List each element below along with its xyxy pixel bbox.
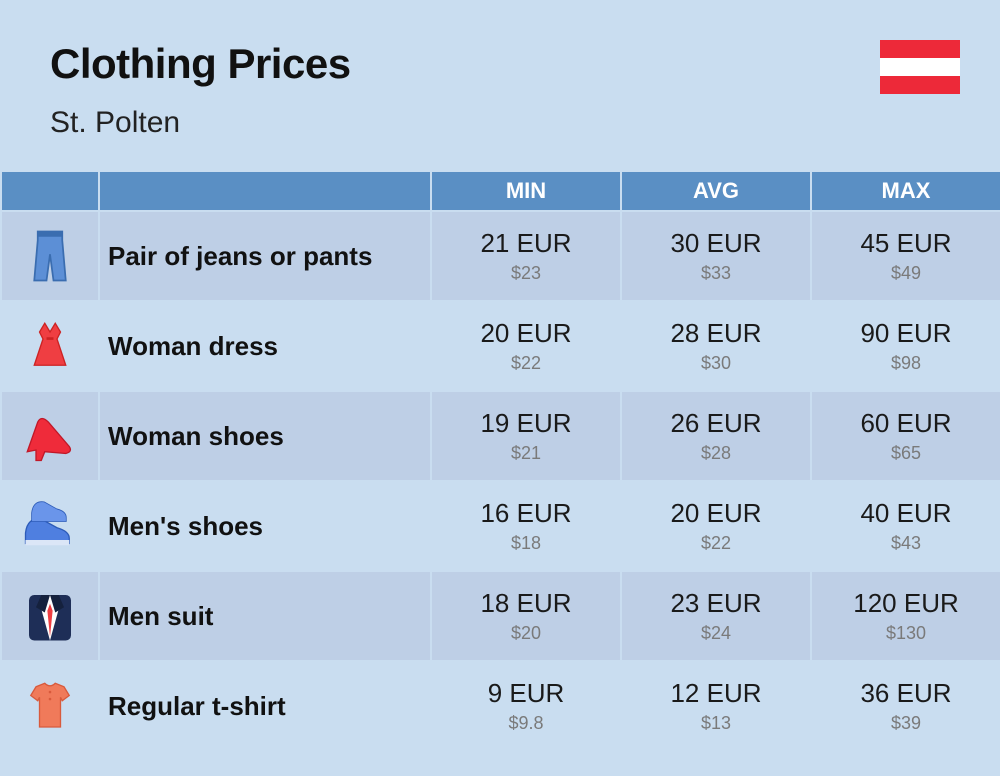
price-max: 45 EUR $49 — [811, 211, 1000, 301]
dress-icon — [1, 301, 99, 391]
price-avg-usd: $30 — [622, 353, 810, 374]
price-max: 36 EUR $39 — [811, 661, 1000, 751]
price-min-eur: 18 EUR — [432, 588, 620, 619]
price-max-usd: $49 — [812, 263, 1000, 284]
price-avg-eur: 28 EUR — [622, 318, 810, 349]
price-max-usd: $130 — [812, 623, 1000, 644]
table-row: Regular t-shirt9 EUR $9.812 EUR $1336 EUR $… — [1, 661, 1000, 751]
price-min: 18 EUR $20 — [431, 571, 621, 661]
price-max: 90 EUR $98 — [811, 301, 1000, 391]
item-name: Woman shoes — [99, 391, 431, 481]
price-min-usd: $22 — [432, 353, 620, 374]
price-min-eur: 20 EUR — [432, 318, 620, 349]
table-row: Pair of jeans or pants21 EUR $2330 EUR $33… — [1, 211, 1000, 301]
price-max-eur: 60 EUR — [812, 408, 1000, 439]
item-name: Men's shoes — [99, 481, 431, 571]
flag-stripe-bot — [880, 76, 960, 94]
price-min-eur: 19 EUR — [432, 408, 620, 439]
price-avg: 28 EUR $30 — [621, 301, 811, 391]
price-max: 40 EUR $43 — [811, 481, 1000, 571]
price-avg-usd: $13 — [622, 713, 810, 734]
price-max-eur: 120 EUR — [812, 588, 1000, 619]
col-header-min: MIN — [431, 171, 621, 211]
price-max: 60 EUR $65 — [811, 391, 1000, 481]
price-min-usd: $21 — [432, 443, 620, 464]
price-avg: 12 EUR $13 — [621, 661, 811, 751]
price-min-eur: 16 EUR — [432, 498, 620, 529]
col-header-avg: AVG — [621, 171, 811, 211]
jeans-icon — [1, 211, 99, 301]
price-avg-usd: $28 — [622, 443, 810, 464]
col-header-blank-icon — [1, 171, 99, 211]
price-avg-eur: 23 EUR — [622, 588, 810, 619]
price-max-usd: $65 — [812, 443, 1000, 464]
austria-flag-icon — [880, 40, 960, 94]
table-row: Woman dress20 EUR $2228 EUR $3090 EUR $98 — [1, 301, 1000, 391]
price-avg-usd: $24 — [622, 623, 810, 644]
price-min: 19 EUR $21 — [431, 391, 621, 481]
table-row: Men's shoes16 EUR $1820 EUR $2240 EUR $43 — [1, 481, 1000, 571]
price-min-usd: $20 — [432, 623, 620, 644]
heel-icon — [1, 391, 99, 481]
price-avg-eur: 12 EUR — [622, 678, 810, 709]
price-max-usd: $98 — [812, 353, 1000, 374]
price-avg-eur: 20 EUR — [622, 498, 810, 529]
price-min: 20 EUR $22 — [431, 301, 621, 391]
flag-stripe-top — [880, 40, 960, 58]
price-max-eur: 36 EUR — [812, 678, 1000, 709]
price-min: 16 EUR $18 — [431, 481, 621, 571]
price-min-eur: 21 EUR — [432, 228, 620, 259]
table-row: Men suit18 EUR $2023 EUR $24120 EUR $130 — [1, 571, 1000, 661]
price-min-eur: 9 EUR — [432, 678, 620, 709]
price-min-usd: $23 — [432, 263, 620, 284]
table-row: Woman shoes19 EUR $2126 EUR $2860 EUR $65 — [1, 391, 1000, 481]
price-max-eur: 40 EUR — [812, 498, 1000, 529]
price-avg: 20 EUR $22 — [621, 481, 811, 571]
item-name: Woman dress — [99, 301, 431, 391]
price-avg-usd: $33 — [622, 263, 810, 284]
tshirt-icon — [1, 661, 99, 751]
price-min-usd: $18 — [432, 533, 620, 554]
price-max-eur: 90 EUR — [812, 318, 1000, 349]
col-header-max: MAX — [811, 171, 1000, 211]
header: Clothing Prices St. Polten — [0, 0, 1000, 170]
price-max-usd: $39 — [812, 713, 1000, 734]
suit-icon — [1, 571, 99, 661]
price-min: 9 EUR $9.8 — [431, 661, 621, 751]
price-avg: 23 EUR $24 — [621, 571, 811, 661]
table-header-row: MIN AVG MAX — [1, 171, 1000, 211]
price-min-usd: $9.8 — [432, 713, 620, 734]
price-avg-usd: $22 — [622, 533, 810, 554]
price-avg-eur: 26 EUR — [622, 408, 810, 439]
price-max: 120 EUR $130 — [811, 571, 1000, 661]
item-name: Regular t-shirt — [99, 661, 431, 751]
price-avg-eur: 30 EUR — [622, 228, 810, 259]
item-name: Pair of jeans or pants — [99, 211, 431, 301]
price-avg: 26 EUR $28 — [621, 391, 811, 481]
page-subtitle: St. Polten — [50, 106, 950, 140]
page-title: Clothing Prices — [50, 40, 950, 88]
price-avg: 30 EUR $33 — [621, 211, 811, 301]
item-name: Men suit — [99, 571, 431, 661]
price-min: 21 EUR $23 — [431, 211, 621, 301]
sneakers-icon — [1, 481, 99, 571]
col-header-blank-name — [99, 171, 431, 211]
prices-table: MIN AVG MAX Pair of jeans or pants21 EUR… — [0, 170, 1000, 752]
flag-stripe-mid — [880, 58, 960, 76]
price-max-usd: $43 — [812, 533, 1000, 554]
price-max-eur: 45 EUR — [812, 228, 1000, 259]
